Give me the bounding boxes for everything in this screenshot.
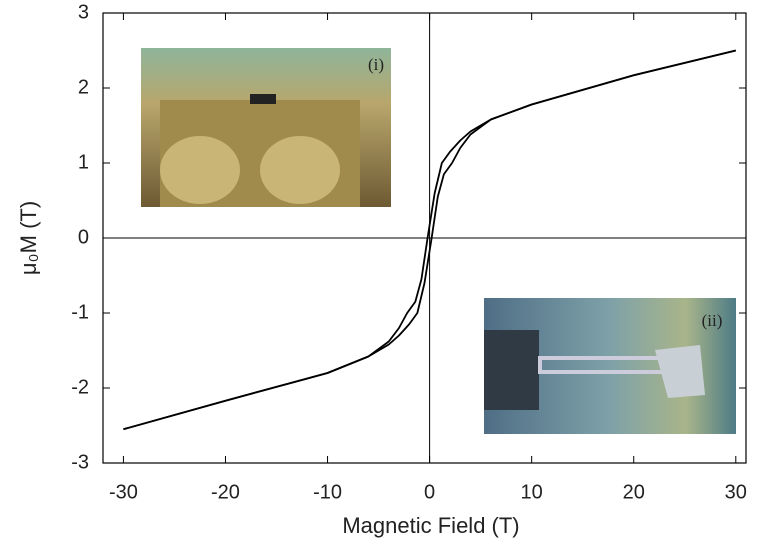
y-tick-label: 1 (78, 151, 89, 173)
x-tick-label: 30 (725, 481, 747, 503)
annotation: (ii) (702, 311, 723, 330)
x-tick-label: 20 (623, 481, 645, 503)
annotation: (i) (368, 55, 384, 74)
y-tick-label: 3 (78, 1, 89, 23)
y-tick-label: -3 (71, 451, 89, 473)
x-tick-label: 10 (521, 481, 543, 503)
x-tick-label: -30 (109, 481, 138, 503)
y-tick-label: -1 (71, 301, 89, 323)
inset-photo-i (141, 48, 391, 207)
x-tick-label: 0 (424, 481, 435, 503)
y-tick-label: 0 (78, 226, 89, 248)
y-tick-label: -2 (71, 376, 89, 398)
y-tick-label: 2 (78, 76, 89, 98)
x-tick-label: -20 (211, 481, 240, 503)
x-axis-label: Magnetic Field (T) (342, 513, 519, 538)
line-series (123, 49, 737, 431)
y-axis-label: μ₀M (T) (16, 201, 41, 275)
inset-photo-ii (484, 298, 736, 434)
x-tick-label: -10 (313, 481, 342, 503)
